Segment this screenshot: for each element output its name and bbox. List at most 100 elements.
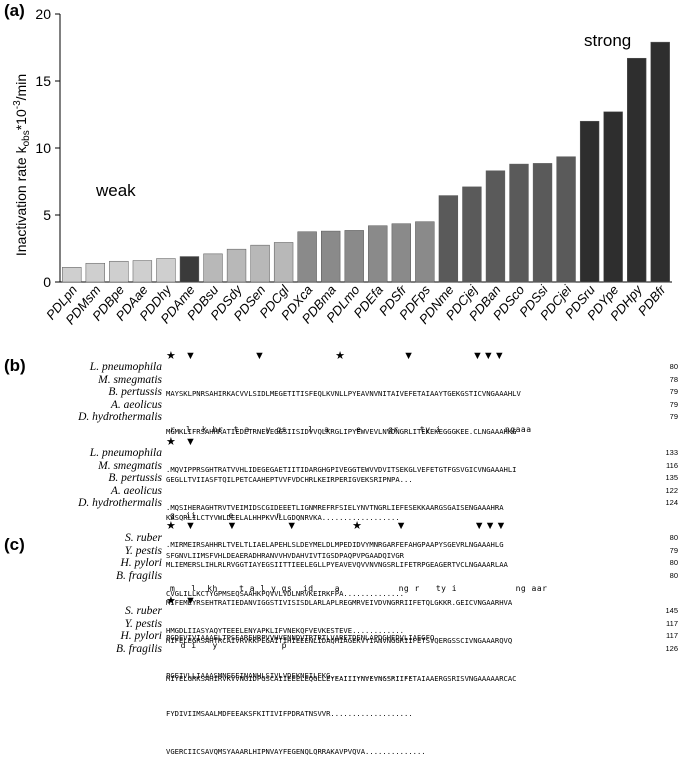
weak-annotation: weak (95, 181, 136, 200)
bar-PDBan (485, 170, 506, 283)
panel-b-markers-2: ★ ▼ (166, 436, 196, 448)
residue-count: 117 (666, 631, 678, 641)
sequence-row: .MQVIPPRSGHTRATVVHLIDEGEGAETIITIDARGHGPI… (166, 464, 517, 474)
panel-b-species-block2: L. pneumophila M. smegmatis B. pertussis… (0, 447, 162, 510)
species-name: M. smegmatis (98, 459, 162, 472)
x-tick-label: PDBfr (635, 282, 669, 319)
panel-c-alignment-block2: PGDEVIVIAAAELTPSEAREHRPVVHVENNDVTRTRTLVA… (166, 607, 434, 771)
sequence-row: GEGLLTVIIASFTQILPETCAAHEPTVVFVDCHRLKEIRP… (166, 475, 413, 485)
bar-PDSco (509, 163, 529, 283)
residue-count: 79 (669, 412, 678, 422)
bar-PDCjej (462, 186, 482, 283)
sequence-row: MGMKLIFRSAHHRATIEDLTRNEVEGGSIISIDVVQLKRG… (166, 426, 517, 436)
bar-PDBpe (109, 260, 129, 283)
bar-PDBma (321, 230, 341, 283)
residue-count: 80 (669, 570, 678, 580)
y-tick-label: 20 (35, 6, 51, 22)
residue-count: 80 (669, 362, 678, 371)
panel-c-species-block2: S. ruber Y. pestis H. pylori B. fragilis (0, 605, 162, 655)
residue-count: 133 (665, 448, 678, 457)
residue-count: 135 (665, 473, 678, 483)
species-name: Y. pestis (124, 544, 162, 557)
bar-PDDhy (156, 258, 176, 283)
species-name: A. aeolicus (110, 484, 162, 497)
y-axis-title-main: Inactivation rate k (13, 145, 29, 256)
sequence-row: .MQSIHERAGHTRVTVEIMIDSCGIDEEETLIGNMREFRF… (166, 502, 504, 512)
y-axis-title-sub: obs (21, 130, 32, 146)
panel-c-markers-1: ★ ▼ ▼ ▼ ★ ▼ ▼▼▼ (166, 520, 507, 532)
residue-count: 145 (665, 606, 678, 615)
sequence-row: VGERCIICSAVQMSYAAARLHIPNVAYFEGENQLQRRAKA… (166, 746, 426, 756)
bar-series (62, 41, 670, 283)
y-tick-label: 5 (43, 207, 51, 223)
bar-PDBfr (650, 41, 670, 283)
y-axis-title: Inactivation rate kobs*10-3/min (12, 74, 32, 256)
panel-a-label: (a) (4, 1, 25, 20)
sequence-row: FYDIVIIMSAALMDFEEAKSFKITIVIFPDRATNSVVR..… (166, 708, 413, 718)
panel-c-label: (c) (4, 535, 25, 554)
y-axis-title-sup: -3 (12, 100, 23, 109)
bar-PDEfa (368, 225, 388, 283)
bar-PDCgl (273, 242, 294, 283)
species-name: B. pertussis (108, 472, 162, 485)
residue-count: 126 (665, 643, 678, 653)
residue-count: 117 (666, 618, 678, 628)
y-axis-title-suffix: *10 (13, 109, 29, 130)
sequence-row: KASQRLILCTYVWLDEELALHHPKVVLLGDQNRVKA....… (166, 512, 400, 522)
species-name: L. pneumophila (89, 361, 162, 373)
species-name: H. pylori (120, 630, 162, 643)
bar-PDSsi (532, 163, 553, 283)
species-name: D. hydrothermalis (78, 411, 162, 424)
sequence-row: CVGLILLKCTYGPMSEQSAAHKPQVVLVDLNRVKEIRKFP… (166, 588, 404, 598)
x-tick-labels: PDLpnPDMsmPDBpePDAaePDDhyPDAmePDBsuPDSdy… (43, 281, 669, 327)
panel-c-numbers-block1: 80 79 80 80 (652, 532, 678, 582)
sequence-row: HMGDLIIASYAQYTEEELENYAPKLIFVNEKQFVEVKEST… (166, 626, 404, 636)
y-tick-label: 0 (43, 274, 51, 290)
strong-annotation: strong (584, 31, 631, 50)
panel-c-consensus-block2: d i y p (170, 641, 287, 650)
bar-PDLmo (344, 230, 364, 283)
residue-count: 79 (669, 387, 678, 397)
panel-b-numbers-block2: 133 116 135 122 124 (652, 447, 678, 510)
panel-c-markers-2: ★ ▼ (166, 595, 196, 607)
species-name: D. hydrothermalis (78, 497, 162, 510)
y-tick-label: 10 (35, 140, 51, 156)
sequence-row: MAYSKLPNRSAHIRKACVVLSIDLMEGETITISFEQLKVN… (166, 389, 521, 399)
residue-count: 79 (669, 545, 678, 555)
panel-b-alignment-block1: MAYSKLPNRSAHIRKACVVLSIDLMEGETITISFEQLKVN… (166, 363, 521, 565)
bar-PDSfr (391, 223, 411, 283)
residue-count: 80 (669, 533, 678, 542)
panel-c-numbers-block2: 145 117 117 126 (652, 605, 678, 655)
species-name: H. pylori (120, 557, 162, 570)
bar-PDNme (438, 195, 459, 283)
residue-count: 80 (669, 558, 678, 568)
species-name: Y. pestis (124, 617, 162, 630)
bar-PDYpe (603, 111, 623, 283)
sequence-row: SFGNVLIIMSFVHLDEAERADHRANVVHVDAHVIVTIGSD… (166, 550, 404, 560)
sequence-row: MLIEMERSLIHLRLRVGGTIAYEGSIITTIEELEGLLPYE… (166, 560, 508, 570)
bar-PDAme (179, 256, 200, 283)
bar-PDFps (415, 221, 435, 283)
species-name: L. pneumophila (89, 447, 162, 459)
species-name: S. ruber (124, 605, 162, 617)
sequence-row: .MIRMEIRSAHHRLTVELTLIAELAPEHLSLDEYMELDLM… (166, 540, 504, 550)
y-tick-label: 15 (35, 73, 51, 89)
residue-count: 78 (669, 374, 678, 384)
bar-PDBsu (203, 253, 223, 283)
residue-count: 116 (666, 460, 678, 470)
species-name: B. fragilis (115, 569, 162, 582)
bar-PDHpy (627, 57, 647, 283)
species-name: A. aeolicus (110, 398, 162, 411)
residue-count: 79 (669, 399, 678, 409)
panel-b-species-block1: L. pneumophila M. smegmatis B. pertussis… (0, 361, 162, 424)
panel-c-species-block1: S. ruber Y. pestis H. pylori B. fragilis (0, 532, 162, 582)
bar-PDMsm (85, 262, 105, 283)
species-name: M. smegmatis (98, 373, 162, 386)
sequence-row: PGEIVLLIAAASMNEEEINANHLSIVLVDEKNEILEKG..… (166, 670, 413, 680)
bar-PDCjei (556, 156, 576, 283)
bar-chart: 0 5 10 15 20 PDLpnPDMsmPDBpePDAaePDDhyPDAmeP… (12, 6, 672, 327)
panel-b-consensus-block2: g ii e n (170, 511, 282, 520)
bar-PDSen (250, 244, 270, 283)
sequence-row: PGDEVIVIAAAELTPSEAREHRPVVHVENNDVTRTRTLVA… (166, 633, 435, 643)
residue-count: 124 (665, 498, 678, 508)
